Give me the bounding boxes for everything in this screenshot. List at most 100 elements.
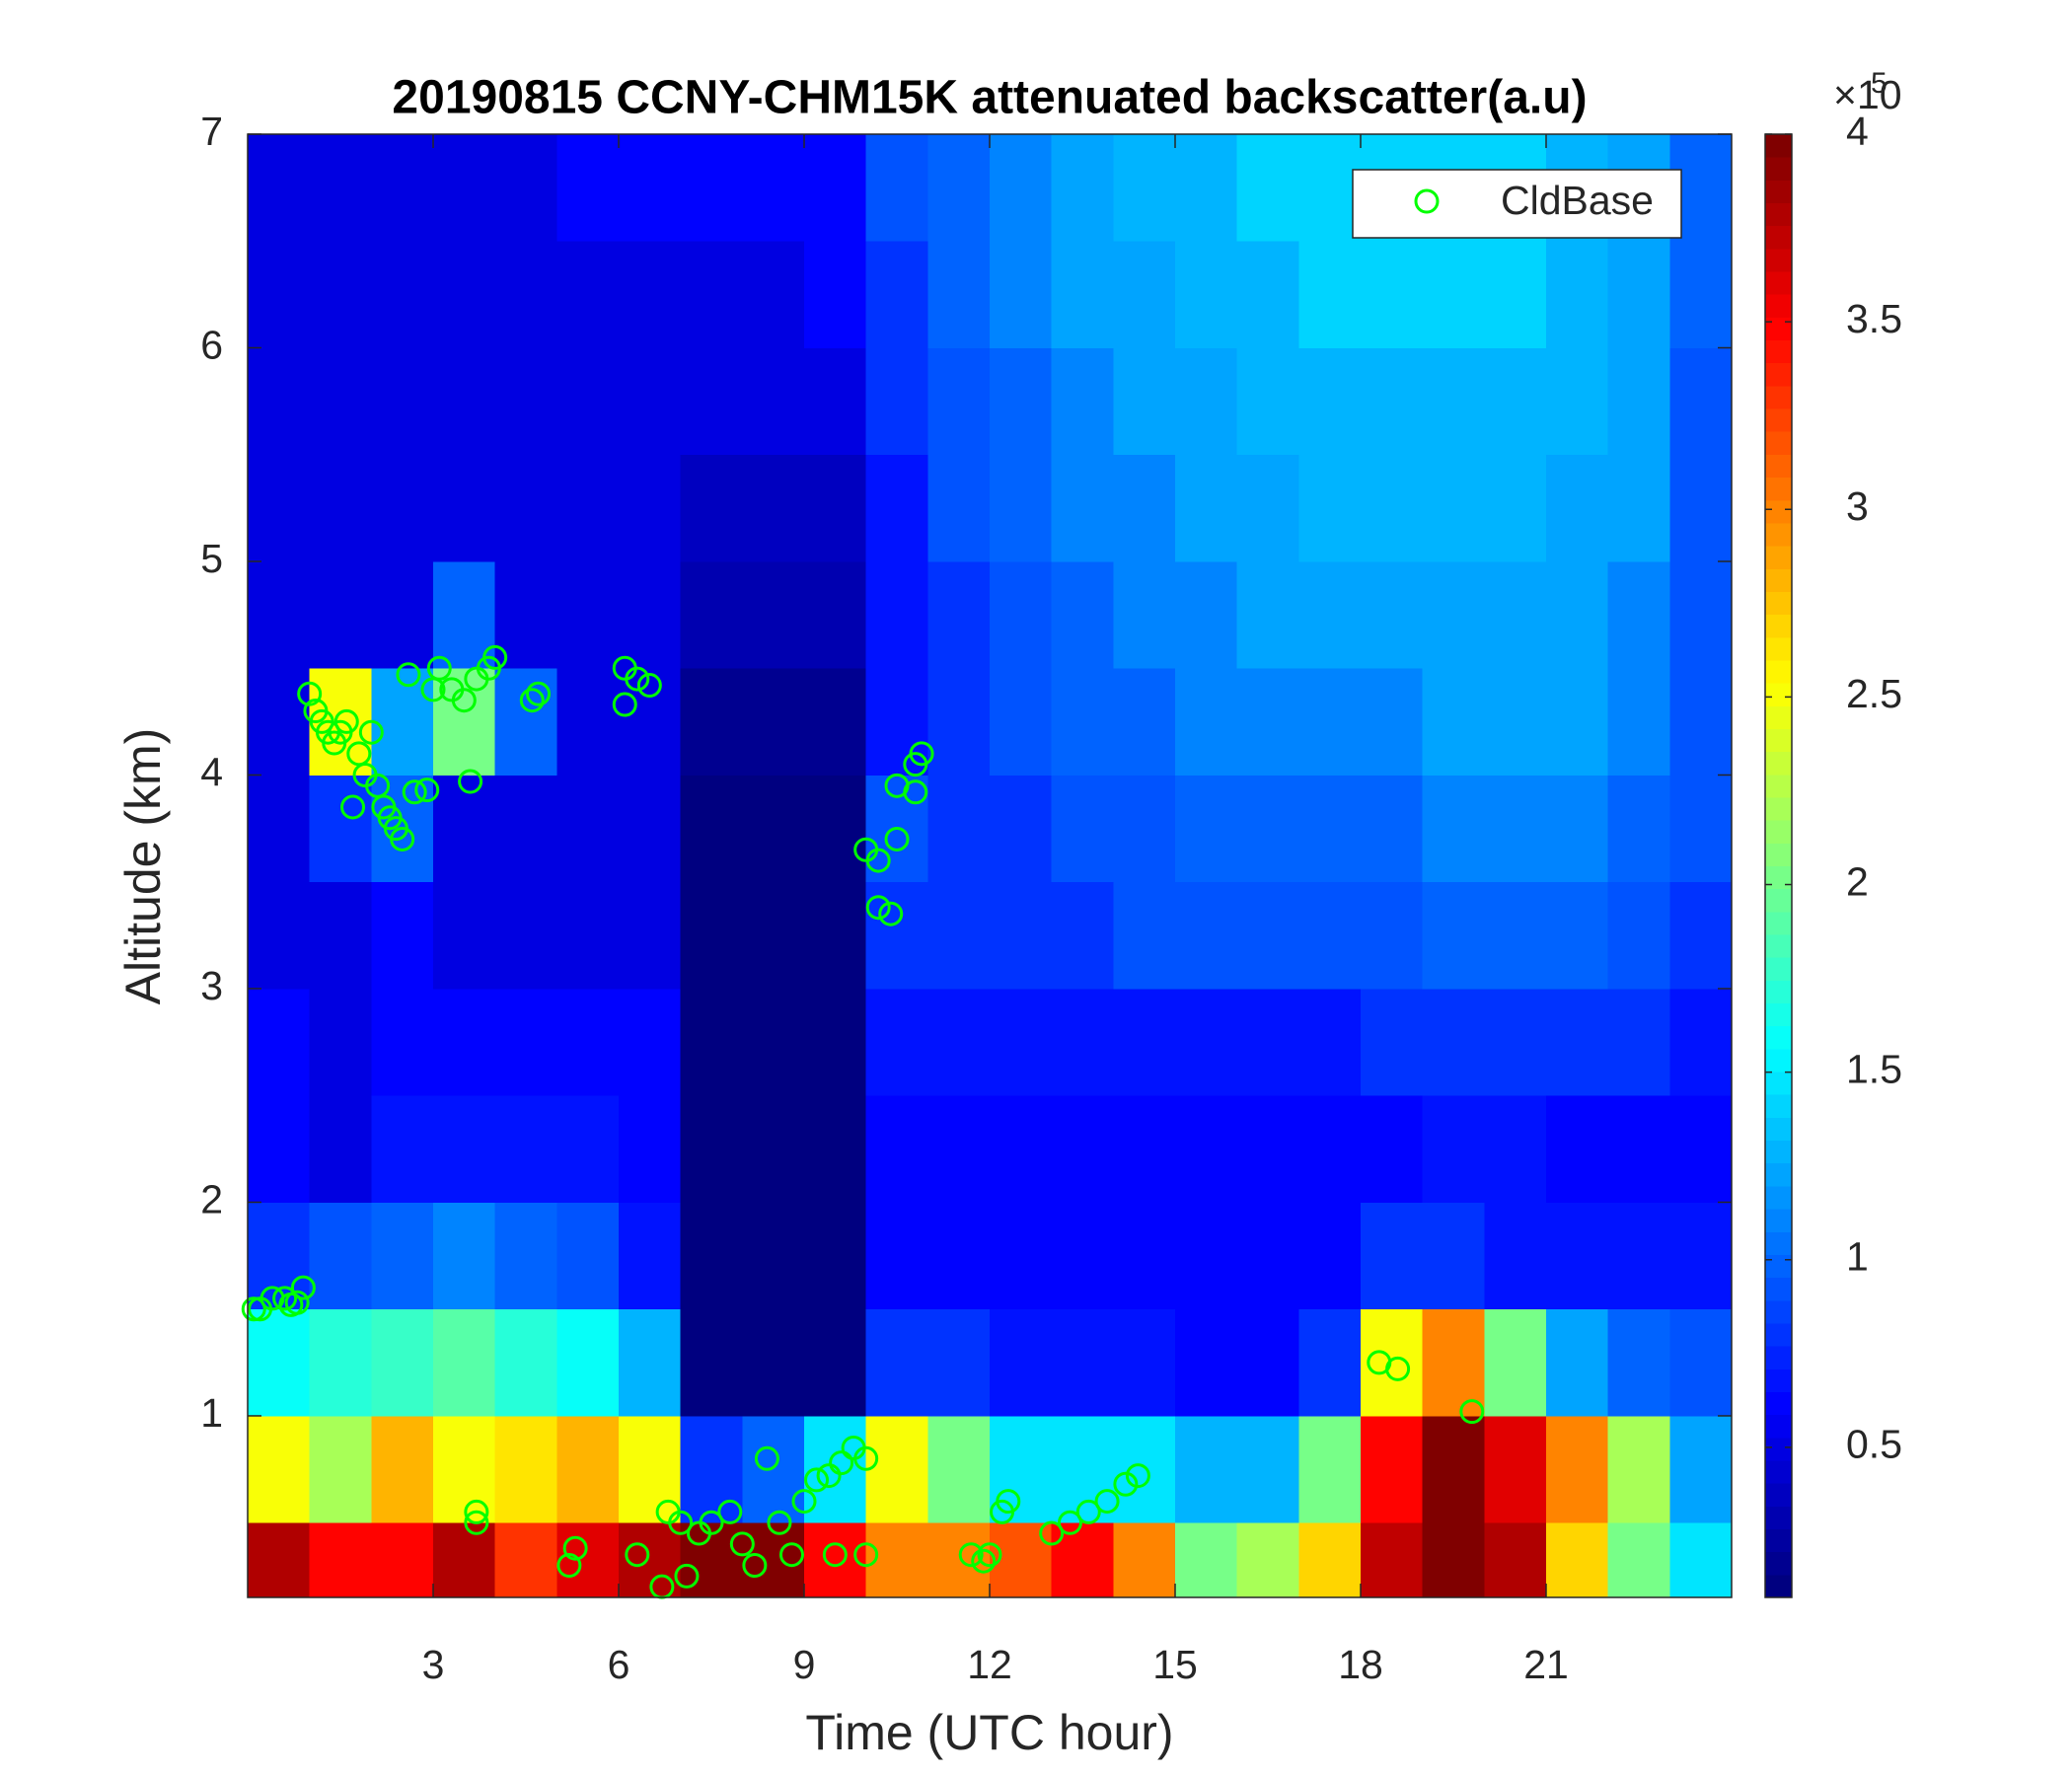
heatmap-cell [1546, 1308, 1609, 1417]
heatmap-cell [680, 775, 743, 883]
heatmap-cell [927, 1415, 991, 1523]
heatmap-cell [865, 134, 928, 242]
heatmap-cell [494, 1522, 557, 1598]
heatmap-cell [494, 881, 557, 990]
colorbar-tick-label: 2 [1846, 858, 1869, 904]
heatmap-cell [865, 454, 928, 562]
heatmap-cell [1236, 134, 1299, 242]
colorbar-box [1764, 133, 1793, 1598]
cloud-base-marker [829, 1450, 854, 1476]
cloud-base-marker [778, 1542, 804, 1568]
heatmap-cell [927, 454, 991, 562]
colorbar-swatch [1765, 1346, 1792, 1369]
heatmap-cell [1669, 347, 1733, 456]
cloud-base-marker [1094, 1489, 1120, 1515]
colorbar-swatch [1765, 683, 1792, 706]
heatmap-cell [1546, 1202, 1609, 1310]
colorbar-swatch [1765, 1414, 1792, 1439]
cloud-base-marker [414, 777, 440, 803]
heatmap-cell [1669, 560, 1733, 669]
cloud-base-marker [241, 1296, 266, 1322]
cloud-base-marker [297, 681, 323, 706]
y-tick-label: 6 [200, 322, 223, 367]
colorbar-swatch [1765, 1117, 1792, 1142]
cloud-base-marker [625, 1542, 650, 1568]
heatmap-cell [556, 775, 620, 883]
heatmap-cell [990, 668, 1053, 776]
heatmap-cell [556, 1095, 620, 1203]
colorbar-swatch [1765, 1322, 1792, 1347]
colorbar-swatch [1765, 271, 1792, 295]
heatmap-cell [248, 560, 311, 669]
colorbar-swatch [1765, 408, 1792, 432]
heatmap-cell [1546, 347, 1609, 456]
heatmap-cell [1236, 347, 1299, 456]
heatmap-cell [494, 988, 557, 1096]
heatmap-cell [556, 347, 620, 456]
y-tick-label: 2 [200, 1176, 223, 1221]
x-tick-label: 12 [967, 1642, 1012, 1687]
heatmap-cell [1298, 881, 1362, 990]
cloud-base-marker [426, 655, 452, 681]
heatmap-cell [1669, 988, 1733, 1096]
heatmap-cell [1546, 775, 1609, 883]
heatmap-cell [494, 241, 557, 348]
heatmap-cell [1175, 881, 1238, 990]
heatmap-cell [371, 1308, 434, 1417]
heatmap-cell [433, 1202, 496, 1310]
x-tick-label: 18 [1338, 1642, 1383, 1687]
cloud-base-marker [816, 1463, 842, 1489]
heatmap-cell [1361, 1522, 1424, 1598]
heatmap-cell [990, 1415, 1053, 1523]
cloud-base-marker [390, 826, 415, 851]
x-tick-label: 9 [793, 1642, 816, 1687]
heatmap-cell [1546, 988, 1609, 1096]
heatmap-cell [1175, 560, 1238, 669]
heatmap-cell [927, 1308, 991, 1417]
heatmap-cell [371, 241, 434, 348]
heatmap-cell [742, 1308, 805, 1417]
heatmap-cell [1113, 775, 1176, 883]
cloud-base-marker [853, 1542, 879, 1568]
heatmap-cell [1051, 560, 1114, 669]
heatmap-cell [680, 881, 743, 990]
heatmap-cell [494, 1415, 557, 1523]
heatmap-cell [804, 560, 867, 669]
heatmap-cell [865, 1095, 928, 1203]
heatmap-cell [1484, 454, 1547, 562]
colorbar-swatch [1765, 522, 1792, 547]
heatmap-cell [1113, 668, 1176, 776]
heatmap-cell [1484, 1415, 1547, 1523]
heatmap-cell [1607, 988, 1670, 1096]
heatmap-cell [1422, 775, 1485, 883]
heatmap-cell [1113, 560, 1176, 669]
heatmap-cell [1484, 560, 1547, 669]
heatmap-cell [1484, 1095, 1547, 1203]
heatmap-cell [1607, 881, 1670, 990]
cloud-base-marker [699, 1510, 724, 1535]
heatmap-cell [804, 347, 867, 456]
cloud-base-marker [865, 895, 891, 921]
colorbar-swatch [1765, 1391, 1792, 1416]
heatmap-cell [927, 347, 991, 456]
heatmap-cell [433, 988, 496, 1096]
cloud-base-marker [958, 1542, 984, 1568]
legend-marker [1414, 188, 1440, 214]
heatmap-cell [371, 560, 434, 669]
heatmap-cell [494, 347, 557, 456]
heatmap-cell [927, 668, 991, 776]
heatmap-cell [1422, 1415, 1485, 1523]
heatmap-cell [742, 668, 805, 776]
heatmap-cell [494, 454, 557, 562]
colorbar-swatch [1765, 1209, 1792, 1232]
colorbar-swatch [1765, 1437, 1792, 1461]
heatmap-cell [865, 560, 928, 669]
colorbar-swatch [1765, 1369, 1792, 1392]
heatmap-cell [680, 988, 743, 1096]
heatmap-cell [494, 775, 557, 883]
heatmap-cell [680, 134, 743, 242]
heatmap-cell [1175, 134, 1238, 242]
heatmap-cell [680, 560, 743, 669]
colorbar-swatch [1765, 1072, 1792, 1095]
heatmap-cell [742, 881, 805, 990]
